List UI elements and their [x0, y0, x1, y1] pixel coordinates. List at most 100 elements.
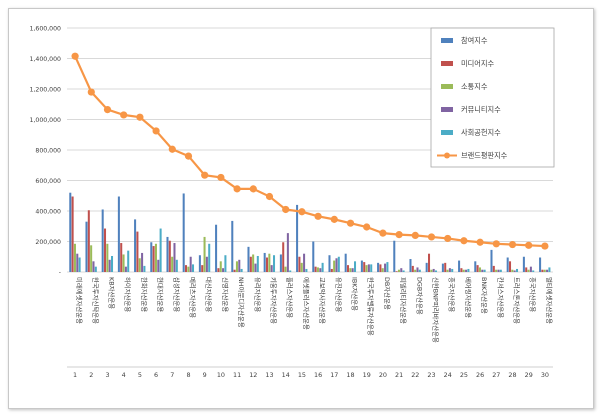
company-label-7: 삼성자산운용	[172, 277, 181, 312]
bar-4-18	[351, 268, 354, 272]
bar-5-11	[240, 268, 243, 272]
bar-3-18	[349, 268, 352, 272]
legend-label-6: 브랜드평판지수	[461, 151, 508, 160]
bar-4-9	[205, 256, 208, 272]
bar-1-6	[150, 242, 153, 272]
company-label-5: 한화자산운용	[140, 277, 149, 312]
bar-2-24	[444, 262, 447, 272]
y-tick-label: 600,000	[35, 178, 61, 185]
bar-1-5	[134, 219, 137, 272]
bar-2-21	[395, 271, 398, 272]
bar-4-7	[173, 243, 176, 272]
bar-3-21	[397, 269, 400, 272]
bar-5-19	[370, 264, 373, 272]
line-point-15	[298, 208, 306, 216]
bar-3-10	[219, 261, 222, 272]
line-point-28	[508, 240, 517, 249]
category-number-6: 6	[154, 371, 158, 379]
company-label-21: 피델리티자산운용	[399, 277, 408, 324]
bar-4-11	[238, 259, 241, 272]
company-label-13: 키움투자자산운용	[270, 277, 279, 324]
bar-5-22	[418, 269, 421, 272]
x-axis-numbers: 1 2 3 4 5 6 7 8 9 10 11 12 13 14 15 16 17 18 19 20 21 22 23 24 2…	[67, 366, 553, 379]
bar-4-26	[481, 269, 484, 272]
bar-5-14	[289, 270, 292, 272]
category-number-28: 28	[508, 371, 516, 379]
line-point-7	[168, 145, 176, 153]
line-point-26	[476, 238, 484, 246]
legend-label-1: 참여지수	[461, 36, 488, 45]
bar-5-20	[386, 262, 389, 272]
bar-2-12	[249, 256, 252, 272]
bar-4-13	[270, 265, 273, 272]
bar-4-28	[513, 270, 516, 272]
bar-5-15	[305, 268, 308, 272]
bar-5-10	[224, 255, 227, 272]
legend-swatch-2	[441, 61, 453, 66]
line-point-21	[395, 231, 403, 239]
bar-1-23	[425, 262, 428, 272]
bar-2-29	[525, 267, 528, 272]
bar-4-20	[384, 263, 387, 272]
bar-1-24	[441, 263, 444, 272]
y-tick-label: 400,000	[35, 209, 61, 216]
company-label-9: 대신자산운용	[205, 277, 214, 312]
line-point-16	[314, 212, 322, 220]
bar-3-28	[511, 269, 514, 272]
bar-4-14	[286, 233, 289, 272]
category-number-11: 11	[233, 371, 241, 379]
company-label-18: IBK자산운용	[351, 277, 360, 311]
bar-1-16	[312, 241, 315, 272]
bar-1-15	[296, 204, 299, 272]
bar-2-28	[509, 261, 512, 272]
line-point-27	[492, 240, 500, 248]
bar-5-27	[499, 269, 502, 272]
y-tick-label: 1,000,000	[30, 117, 62, 124]
company-label-15: 에셋플러스자산운용	[302, 277, 311, 330]
company-label-22: DGB자산운용	[415, 277, 424, 315]
bar-1-2	[85, 221, 88, 272]
bar-5-5	[143, 265, 146, 272]
company-label-23: 신한BNP파리바자산운용	[432, 277, 441, 343]
category-number-19: 19	[363, 371, 371, 379]
category-number-8: 8	[186, 371, 190, 379]
legend-label-5: 사회공헌지수	[461, 128, 501, 137]
category-number-14: 14	[282, 371, 290, 379]
company-label-6: 현대자산운용	[156, 277, 165, 312]
company-label-30: 멀티에셋자산운용	[545, 277, 554, 324]
bar-2-26	[476, 265, 479, 272]
bar-1-3	[101, 209, 104, 272]
y-tick-label: 800,000	[35, 148, 61, 155]
line-point-12	[249, 185, 257, 193]
bar-3-2	[90, 245, 93, 272]
bar-3-25	[462, 269, 465, 272]
bar-2-14	[282, 242, 285, 272]
line-point-9	[201, 171, 209, 179]
bar-2-13	[266, 257, 269, 272]
category-number-24: 24	[444, 371, 452, 379]
line-series	[71, 52, 549, 250]
category-number-23: 23	[427, 371, 435, 379]
bar-1-18	[344, 253, 347, 272]
company-label-25: 베어링자산운용	[464, 277, 473, 318]
legend-swatch-4	[441, 107, 453, 112]
category-number-5: 5	[138, 371, 142, 379]
legend-label-3: 소통지수	[461, 82, 488, 91]
bar-1-7	[166, 236, 169, 272]
bar-5-1	[78, 257, 81, 272]
bar-2-30	[541, 269, 544, 272]
bar-2-23	[428, 253, 431, 272]
bar-2-10	[217, 268, 220, 272]
bar-1-17	[328, 255, 331, 272]
bar-1-22	[409, 259, 412, 272]
bar-2-16	[314, 266, 317, 272]
line-point-11	[233, 185, 241, 193]
bar-4-2	[92, 261, 95, 272]
bar-3-7	[171, 256, 174, 272]
category-number-25: 25	[460, 371, 468, 379]
bar-3-17	[333, 260, 336, 272]
bar-4-15	[303, 253, 306, 272]
category-number-26: 26	[476, 371, 484, 379]
company-label-28: 트러스톤자산운용	[513, 277, 522, 324]
bar-2-15	[298, 256, 301, 272]
